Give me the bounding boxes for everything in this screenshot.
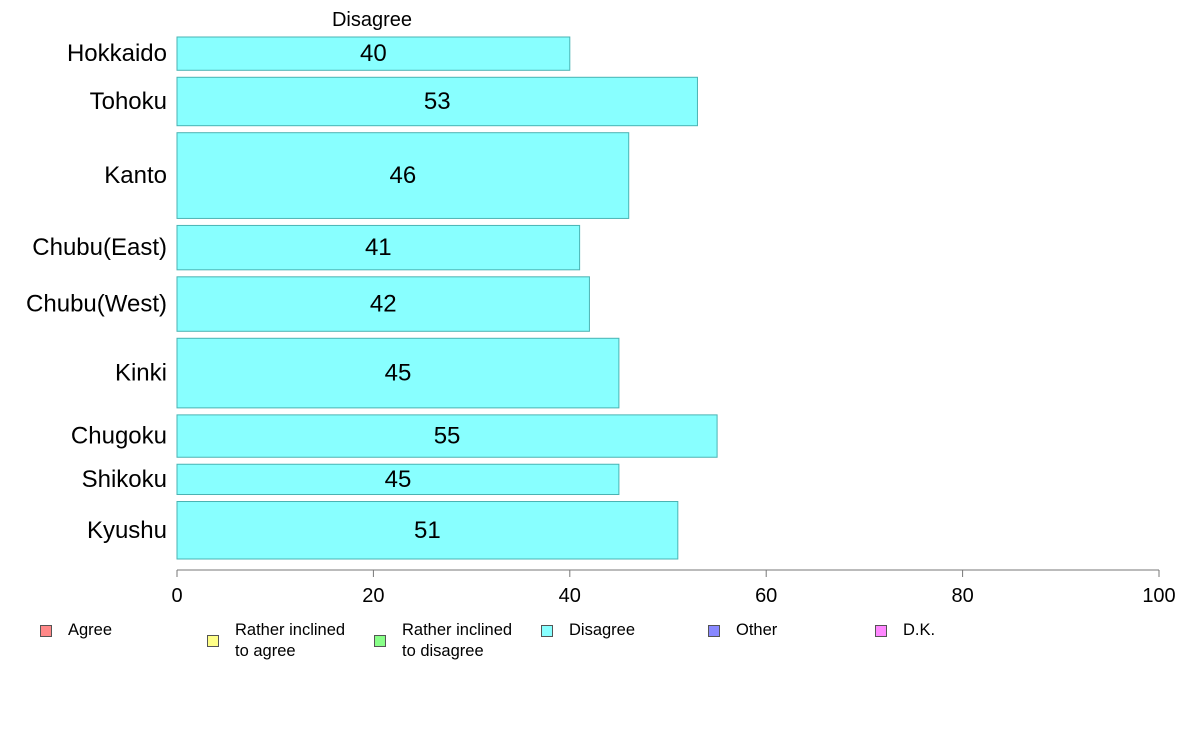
- data-label-1: 53: [424, 88, 451, 115]
- data-label-3: 41: [365, 234, 392, 261]
- legend-label-0: Agree: [68, 621, 113, 639]
- legend: Agree Rather inclined to agree Rather incl…: [0, 620, 1188, 670]
- x-tick-label-2: 40: [559, 585, 581, 607]
- category-label-7: Shikoku: [82, 466, 167, 493]
- category-label-2: Kanto: [104, 162, 167, 189]
- bar-6: [176, 414, 718, 458]
- legend-swatch-3: [541, 624, 553, 637]
- x-tick-label-0: 0: [171, 585, 182, 607]
- legend-item-2: Rather inclined to disagree: [374, 620, 512, 662]
- category-label-4: Chubu(West): [26, 291, 167, 318]
- legend-label-2: Rather inclined to disagree: [402, 621, 513, 660]
- legend-swatch-1: [207, 635, 219, 647]
- category-label-5: Kinki: [115, 360, 167, 387]
- data-label-2: 46: [390, 162, 417, 189]
- x-tick-label-4: 80: [951, 585, 973, 607]
- category-label-6: Chugoku: [71, 423, 167, 450]
- bar-3: [176, 224, 581, 271]
- legend-item-0: Agree: [40, 620, 112, 641]
- category-label-0: Hokkaido: [67, 40, 167, 67]
- x-tick-label-3: 60: [755, 585, 777, 607]
- legend-item-4: Other: [708, 620, 777, 641]
- category-label-3: Chubu(East): [32, 234, 167, 261]
- data-label-0: 40: [360, 40, 387, 67]
- bar-7: [176, 463, 620, 496]
- bar-2: [176, 132, 630, 219]
- legend-label-5: D.K.: [903, 621, 936, 639]
- bar-1: [176, 76, 698, 127]
- bars-layer: 40 Hokkaido 53 Tohoku 46 Kanto 41 Chubu(East) 42…: [26, 36, 718, 560]
- data-label-6: 55: [434, 423, 461, 450]
- bar-4: [176, 276, 590, 332]
- bar-5: [176, 337, 620, 409]
- legend-item-3: Disagree: [541, 620, 635, 641]
- data-label-7: 45: [385, 466, 412, 493]
- legend-swatch-2: [374, 635, 386, 647]
- bar-8: [176, 501, 679, 560]
- x-axis: 0 20 40 60 80 100: [171, 569, 1176, 607]
- legend-swatch-0: [40, 624, 52, 637]
- legend-swatch-4: [708, 624, 720, 637]
- legend-label-3: Disagree: [569, 621, 636, 639]
- legend-item-5: D.K.: [875, 620, 935, 641]
- x-tick-label-1: 20: [362, 585, 384, 607]
- x-tick-label-5: 100: [1142, 585, 1175, 607]
- category-label-8: Kyushu: [87, 517, 167, 544]
- category-label-1: Tohoku: [90, 88, 167, 115]
- legend-label-4: Other: [736, 621, 778, 639]
- series-title: Disagree: [332, 9, 412, 31]
- data-label-5: 45: [385, 360, 412, 387]
- data-label-4: 42: [370, 291, 397, 318]
- legend-item-1: Rather inclined to agree: [207, 620, 345, 662]
- bar-0: [176, 36, 571, 71]
- legend-label-1: Rather inclined to agree: [235, 621, 346, 660]
- legend-swatch-5: [875, 624, 887, 637]
- data-label-8: 51: [414, 517, 441, 544]
